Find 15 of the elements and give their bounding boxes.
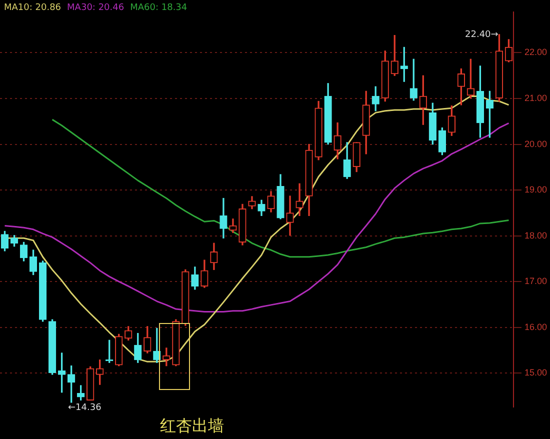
y-tick-label: 22.00: [524, 47, 548, 58]
text: MA60: 18.34: [130, 3, 188, 13]
text: MA10: 20.86: [4, 3, 62, 13]
y-tick-label: 15.00: [524, 368, 548, 378]
y-tick-label: 21.00: [524, 92, 548, 103]
annotation: 22.40→: [465, 30, 498, 40]
y-tick-label: 19.00: [524, 184, 548, 195]
text: 红杏出墙: [160, 416, 224, 437]
text: MA30: 20.46: [67, 3, 124, 13]
y-tick-label: 20.00: [524, 138, 548, 149]
y-tick-label: 17.00: [524, 276, 548, 286]
annotation: ←14.36: [68, 403, 102, 413]
y-tick-label: 18.00: [524, 230, 548, 240]
y-tick-label: 16.00: [524, 322, 548, 332]
candlestick: [296, 183, 304, 216]
